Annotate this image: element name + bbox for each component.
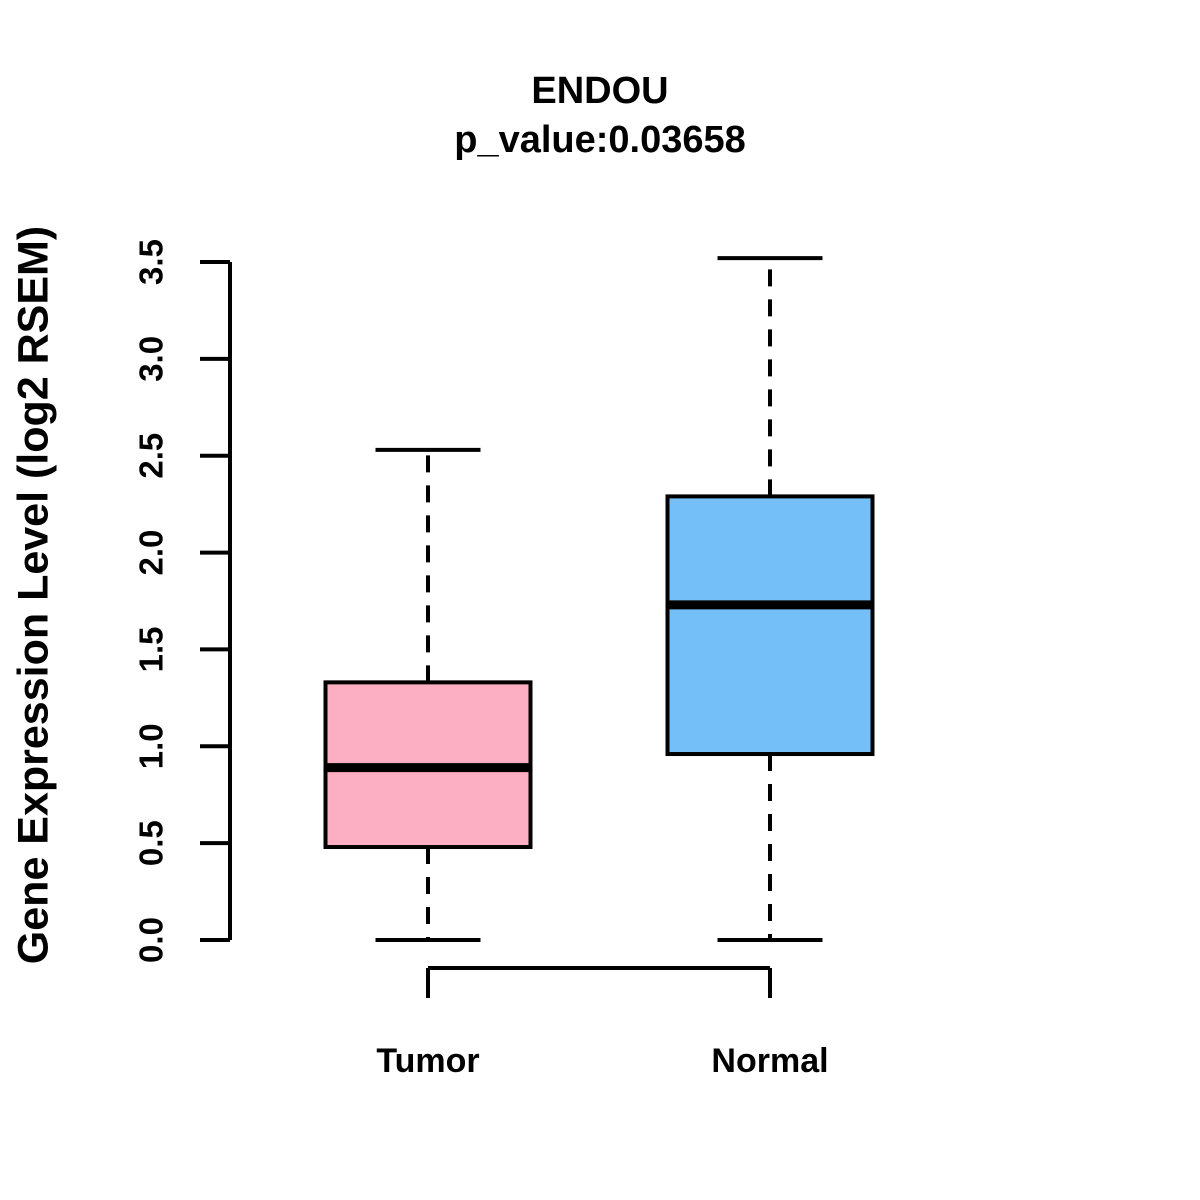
y-tick-label: 0.0 (133, 917, 170, 963)
y-tick-label: 2.5 (133, 433, 170, 479)
y-tick-label: 3.0 (133, 336, 170, 382)
chart-title: ENDOU (531, 70, 669, 112)
iqr-box (665, 494, 875, 757)
y-tick-label: 1.0 (133, 723, 170, 769)
x-label-tumor: Tumor (376, 1042, 479, 1080)
y-tick-label: 3.5 (133, 239, 170, 285)
boxplot-normal (665, 256, 875, 942)
y-tick-label: 1.5 (133, 626, 170, 672)
chart-pvalue-subtitle: p_value:0.03658 (454, 119, 746, 161)
boxplot-tumor (323, 447, 533, 942)
y-tick-label: 2.0 (133, 530, 170, 576)
x-axis: Tumor Normal (376, 966, 829, 1080)
x-label-normal: Normal (711, 1042, 828, 1080)
y-tick-label: 0.5 (133, 820, 170, 866)
y-axis: 0.0 0.5 1.0 1.5 2.0 2.5 3.0 3.5 (133, 239, 232, 963)
